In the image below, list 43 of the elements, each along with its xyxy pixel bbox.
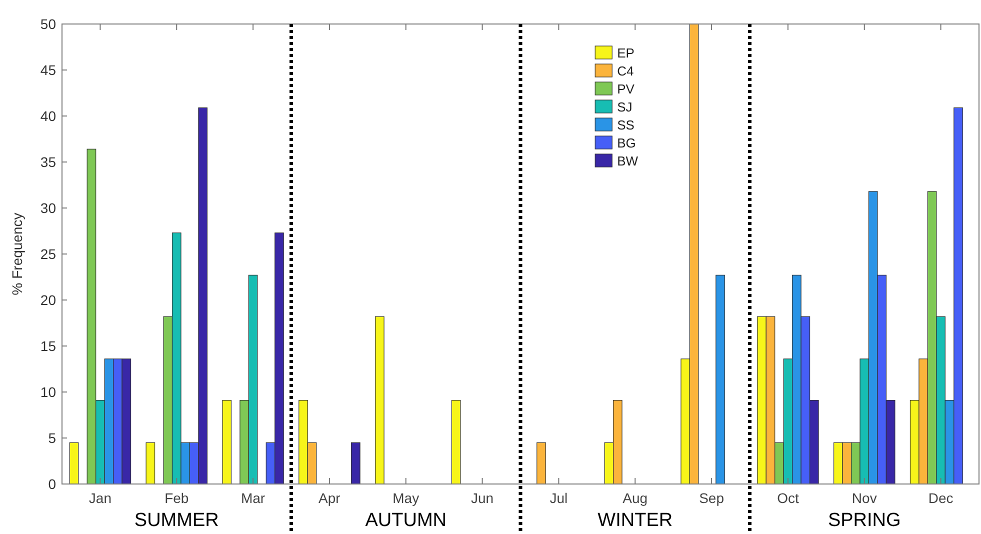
- x-tick-label: Jul: [550, 490, 568, 506]
- text: SPRING: [828, 510, 901, 531]
- bar: [146, 442, 156, 484]
- x-tick-label: Sep: [699, 490, 724, 506]
- x-tick-label: Jun: [471, 490, 494, 506]
- x-tick-label: Aug: [622, 490, 648, 506]
- x-tick-label: Nov: [852, 490, 877, 506]
- x-tick-label: Oct: [777, 490, 799, 506]
- y-tick-label: 25: [40, 246, 56, 262]
- legend-label: SS: [617, 118, 635, 133]
- bar: [375, 316, 384, 484]
- y-tick-label: 35: [40, 154, 56, 170]
- x-tick-label: Dec: [928, 490, 954, 506]
- legend-label: PV: [617, 82, 635, 97]
- y-tick-label: 0: [48, 476, 56, 492]
- legend-label: BG: [617, 136, 636, 151]
- legend-label: BW: [617, 154, 639, 169]
- bar: [451, 400, 461, 484]
- x-tick-label: May: [392, 490, 420, 506]
- y-tick-label: 40: [40, 108, 56, 124]
- x-tick-label: Jan: [88, 490, 112, 506]
- y-tick-label: 45: [40, 62, 56, 78]
- x-tick-label: Mar: [240, 490, 266, 506]
- text: SUMMER: [134, 510, 219, 531]
- y-tick-label: 50: [40, 16, 56, 32]
- y-tick-label: 20: [40, 292, 56, 308]
- y-tick-label: 15: [40, 338, 56, 354]
- bar: [536, 442, 546, 484]
- y-tick-label: 10: [40, 384, 56, 400]
- legend-label: SJ: [617, 100, 632, 115]
- y-tick-label: 5: [48, 430, 56, 446]
- y-axis-title: % Frequency: [9, 212, 25, 296]
- bar: [222, 400, 232, 484]
- x-tick-label: Feb: [164, 490, 189, 506]
- text: WINTER: [598, 510, 673, 531]
- text: AUTUMN: [365, 510, 447, 531]
- bar: [69, 442, 79, 484]
- bar: [350, 442, 360, 484]
- legend-label: C4: [617, 64, 634, 79]
- y-tick-label: 30: [40, 200, 56, 216]
- legend-label: EP: [617, 46, 634, 61]
- bar: [716, 274, 725, 484]
- x-tick-label: Apr: [318, 490, 341, 506]
